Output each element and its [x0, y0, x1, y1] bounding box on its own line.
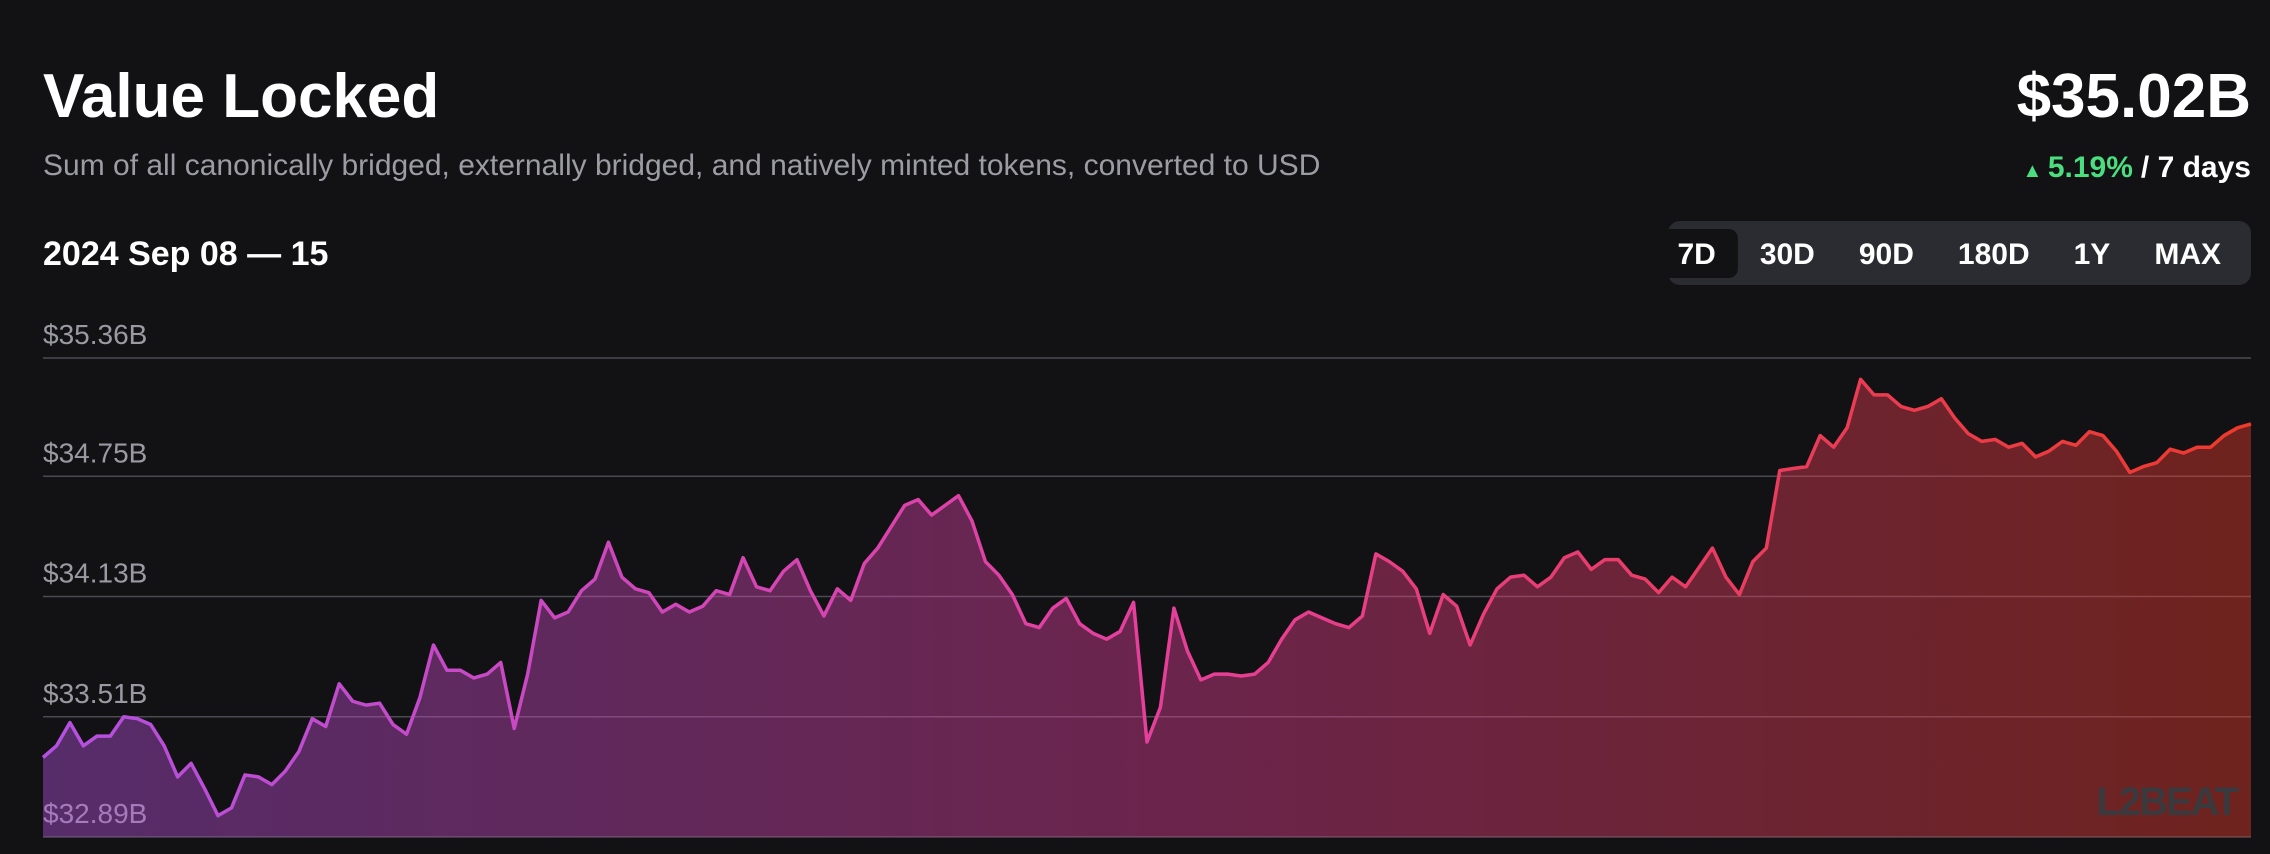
y-tick-label: $33.51B: [43, 678, 147, 709]
range-button-label[interactable]: MAX: [2154, 238, 2221, 271]
range-button-label[interactable]: 180D: [1958, 238, 2030, 271]
date-range: 2024 Sep 08 — 15: [43, 235, 328, 273]
subtitle: Sum of all canonically bridged, external…: [43, 149, 1320, 182]
area-fill: [43, 379, 2251, 837]
title: Value Locked: [43, 62, 439, 131]
y-tick-label: $35.36B: [43, 319, 147, 350]
y-tick-label: $34.75B: [43, 437, 147, 468]
change-line: ▲ 5.19%/ 7 days: [2022, 151, 2251, 184]
plot: [41, 377, 2252, 837]
watermark: L2BEAT: [2096, 780, 2238, 824]
range-button-selected[interactable]: [1655, 229, 1738, 278]
range-button-label[interactable]: 90D: [1859, 238, 1914, 271]
y-tick-label: $34.13B: [43, 558, 147, 589]
range-selector: [1668, 221, 2251, 285]
change-period: / 7 days: [2141, 151, 2251, 184]
current-value: $35.02B: [2017, 62, 2251, 131]
range-buttons: 7D 30D 90D 180D 1Y MAX: [1655, 229, 2221, 278]
line: [41, 377, 2252, 818]
change: 5.19%: [2048, 151, 2133, 184]
range-button-label[interactable]: 7D: [1677, 238, 1715, 271]
up-arrow: ▲: [2022, 160, 2047, 182]
range-button-label[interactable]: 30D: [1760, 238, 1815, 271]
range-button-label[interactable]: 1Y: [2074, 238, 2111, 271]
